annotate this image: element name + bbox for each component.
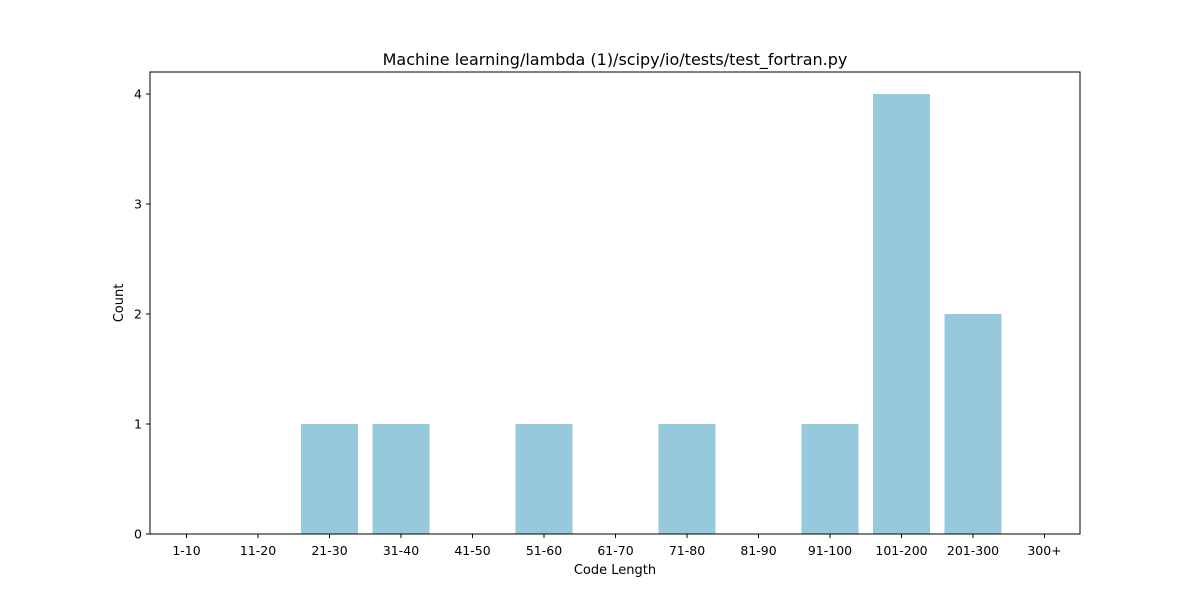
bars-group [301,94,1002,534]
x-tick-label: 91-100 [808,543,852,558]
bar-201-300 [944,314,1002,534]
y-axis: 0 1 2 3 4 [134,87,150,542]
x-tick-label: 61-70 [597,543,633,558]
bar-21-30 [301,424,358,534]
y-tick-label: 0 [134,527,142,542]
x-tick-label: 21-30 [311,543,347,558]
x-tick-label: 300+ [1027,543,1061,558]
x-tick-label: 1-10 [172,543,200,558]
chart-title: Machine learning/lambda (1)/scipy/io/tes… [383,50,848,70]
y-tick-label: 3 [134,197,142,212]
x-axis-label: Code Length [574,563,656,578]
plot-frame [149,71,1081,535]
x-tick-label: 81-90 [740,543,776,558]
y-tick-label: 4 [134,87,142,102]
bar-31-40 [372,424,430,534]
y-axis-label: Count [112,284,127,323]
x-tick-label: 11-20 [240,543,276,558]
x-tick-label: 41-50 [454,543,490,558]
bar-51-60 [515,424,573,534]
x-tick-label: 71-80 [669,543,705,558]
y-tick-label: 2 [134,307,142,322]
x-tick-label: 31-40 [383,543,419,558]
bar-71-80 [658,424,716,534]
x-axis: 1-10 11-20 21-30 31-40 41-50 51-60 61-70 71-80 8… [172,534,1062,558]
y-tick-label: 1 [134,417,142,432]
bar-91-100 [801,424,859,534]
x-tick-label: 101-200 [875,543,927,558]
bar-101-200 [873,94,930,534]
x-tick-label: 201-300 [947,543,999,558]
x-tick-label: 51-60 [526,543,562,558]
